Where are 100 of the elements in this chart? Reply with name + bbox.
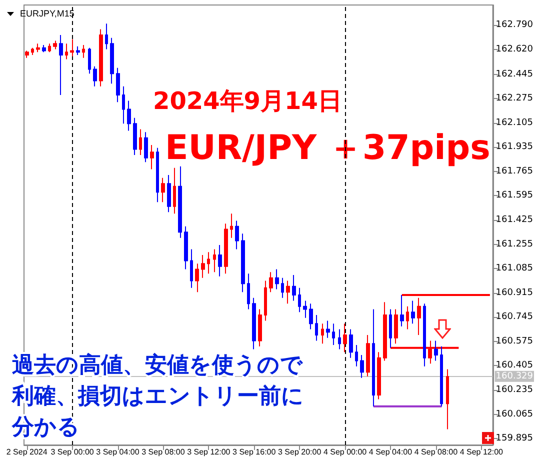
- candlestick: [338, 328, 341, 350]
- candlestick: [207, 252, 210, 274]
- candlestick: [292, 274, 296, 302]
- x-tick-label: 3 Sep 20:00: [278, 448, 322, 456]
- y-tick-label: 161.085: [496, 264, 533, 274]
- candlestick: [31, 47, 34, 56]
- y-tick-label: 161.255: [496, 239, 533, 250]
- y-tick-label: 162.105: [496, 118, 533, 128]
- candlestick: [394, 308, 398, 344]
- y-tick-label: 162.275: [496, 94, 533, 104]
- candlestick: [218, 244, 222, 277]
- candlestick: [332, 323, 335, 346]
- y-tick-label: 160.405: [496, 360, 533, 371]
- x-tick-label: 4 Sep 04:00: [368, 448, 413, 456]
- candlestick: [269, 272, 273, 293]
- candlestick: [400, 294, 404, 327]
- y-tick-label: 162.445: [496, 69, 533, 80]
- candlestick: [213, 248, 216, 273]
- candlestick: [372, 308, 375, 407]
- candlestick: [349, 328, 353, 358]
- y-tick-label: 160.235: [496, 385, 533, 395]
- x-tick-label: 3 Sep 16:00: [232, 448, 276, 456]
- annotation: EURJPY,M15: [20, 8, 74, 18]
- candlestick: [201, 254, 205, 278]
- candlestick: [70, 38, 74, 57]
- candlestick: [343, 323, 347, 353]
- candlestick: [230, 213, 233, 238]
- candlestick: [286, 280, 290, 304]
- y-tick-label: 160.575: [496, 336, 533, 346]
- candlestick: [366, 334, 370, 377]
- candlestick: [127, 100, 131, 132]
- candlestick: [241, 233, 245, 293]
- candlestick: [76, 46, 80, 56]
- candlestick: [446, 368, 449, 430]
- y-tick-label: 161.595: [496, 190, 533, 201]
- y-tick-label: 159.895: [496, 434, 533, 444]
- candlestick: [315, 314, 318, 342]
- candlestick: [139, 128, 142, 156]
- candlestick: [309, 303, 313, 330]
- candlestick: [252, 297, 256, 350]
- x-tick-label: 4 Sep 12:00: [460, 448, 504, 456]
- candlestick: [355, 344, 358, 367]
- candlestick: [144, 132, 148, 163]
- candlestick: [150, 144, 154, 170]
- candlestick: [65, 43, 68, 60]
- x-tick-label: 3 Sep 04:00: [96, 448, 140, 456]
- candlestick: [377, 352, 381, 400]
- candlestick: [59, 34, 63, 96]
- x-tick-label: 4 Sep 08:00: [414, 448, 458, 456]
- y-tick-label: 161.425: [496, 215, 533, 225]
- candlestick: [195, 263, 199, 293]
- candlestick: [275, 268, 279, 290]
- candlestick: [303, 300, 307, 318]
- candlestick: [406, 306, 409, 330]
- candlestick: [133, 117, 137, 156]
- y-tick-label: 162.620: [496, 44, 534, 54]
- candlestick: [110, 37, 114, 84]
- candlestick: [178, 166, 182, 238]
- y-tick-label: 162.790: [496, 20, 534, 30]
- candlestick: [417, 297, 421, 336]
- y-tick-label: 161.935: [496, 142, 533, 152]
- candlestick: [48, 43, 51, 53]
- candlestick: [326, 320, 330, 338]
- candlestick: [122, 86, 125, 124]
- candlestick: [53, 40, 57, 50]
- candlestick: [423, 303, 426, 367]
- x-tick-label: 3 Sep 08:00: [142, 448, 186, 456]
- candlestick: [93, 66, 97, 87]
- candlestick: [25, 50, 29, 58]
- candlestick: [440, 346, 443, 407]
- x-tick-label: 3 Sep 12:00: [187, 448, 231, 456]
- candlestick: [383, 302, 387, 362]
- candlestick: [82, 44, 85, 58]
- candlestick: [411, 300, 415, 324]
- candlestick: [360, 354, 364, 378]
- candlestick: [434, 340, 438, 362]
- candlestick: [161, 177, 165, 203]
- candlestick: [321, 323, 324, 344]
- candlestick: [235, 220, 239, 250]
- x-tick-label: 4 Sep 00:00: [323, 448, 368, 456]
- y-tick-label: 161.765: [496, 166, 533, 176]
- annotation: 過去の高値、安値を使うので利確、損切はエントリー前に分かる: [11, 352, 304, 440]
- candlestick: [281, 277, 284, 298]
- candlestick: [36, 43, 40, 53]
- candlestick: [116, 67, 120, 103]
- candlestick: [298, 287, 301, 313]
- y-tick-label: 160.915: [496, 288, 533, 298]
- candlestick: [247, 273, 250, 310]
- candlestick: [88, 47, 91, 74]
- text: 2024年9月14日: [153, 87, 342, 115]
- ref-line-label: 160.329: [496, 371, 534, 382]
- candlestick: [173, 167, 176, 214]
- candlestick: [190, 248, 193, 288]
- x-tick-label: 2 Sep 2024: [6, 448, 48, 456]
- candlestick: [156, 147, 159, 203]
- candlestick: [258, 308, 262, 347]
- candlestick: [42, 44, 46, 53]
- candlestick: [224, 223, 228, 274]
- candlestick: [105, 23, 108, 50]
- candlestick: [264, 280, 267, 322]
